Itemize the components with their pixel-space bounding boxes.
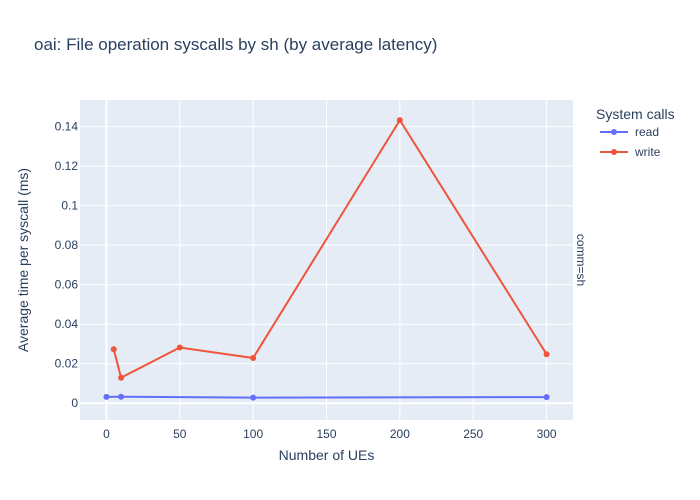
series-read (103, 393, 550, 401)
x-tick-label: 300 (537, 427, 557, 441)
legend[interactable]: System calls read write (596, 106, 675, 159)
legend-swatch-marker (611, 149, 617, 155)
y-tick-label: 0.12 (55, 159, 79, 173)
facet-label: comm=sh (574, 234, 588, 286)
data-point-write[interactable] (110, 346, 117, 353)
y-axis-title: Average time per syscall (ms) (15, 168, 31, 352)
y-tick-label: 0 (71, 396, 78, 410)
data-point-write[interactable] (176, 344, 183, 351)
data-point-read[interactable] (118, 393, 125, 400)
legend-item-read[interactable]: read (600, 125, 659, 139)
data-point-write[interactable] (118, 374, 125, 381)
x-tick-label: 100 (243, 427, 263, 441)
y-tick-label: 0.1 (61, 199, 78, 213)
data-point-write[interactable] (543, 351, 550, 358)
series-line-read (106, 395, 547, 399)
series-line-write (112, 118, 548, 380)
y-tick-label: 0.14 (55, 120, 79, 134)
data-point-read[interactable] (250, 394, 257, 401)
x-tick-label: 200 (390, 427, 410, 441)
x-axis-title: Number of UEs (279, 447, 375, 463)
series-write (110, 117, 550, 381)
x-tick-label: 50 (173, 427, 187, 441)
legend-item-write[interactable]: write (600, 145, 661, 159)
series-layer (103, 117, 550, 401)
data-point-write[interactable] (250, 354, 257, 361)
data-point-read[interactable] (543, 394, 550, 401)
legend-label: read (635, 125, 659, 139)
data-point-write[interactable] (396, 117, 403, 124)
legend-title: System calls (596, 106, 675, 122)
legend-swatch-marker (611, 129, 617, 135)
y-tick-label: 0.04 (55, 317, 79, 331)
data-point-read[interactable] (103, 393, 110, 400)
legend-label: write (634, 145, 661, 159)
tick-labels: 0 50 100 150 200 250 300 0 0.02 0.04 0.06 0.08 0.1 0.… (55, 120, 557, 441)
x-tick-label: 250 (463, 427, 483, 441)
x-tick-label: 0 (103, 427, 110, 441)
y-tick-label: 0.08 (55, 238, 79, 252)
chart-title: oai: File operation syscalls by sh (by a… (34, 35, 437, 54)
y-tick-label: 0.06 (55, 278, 79, 292)
gridlines (80, 100, 573, 420)
x-tick-label: 150 (316, 427, 336, 441)
y-tick-label: 0.02 (55, 357, 79, 371)
